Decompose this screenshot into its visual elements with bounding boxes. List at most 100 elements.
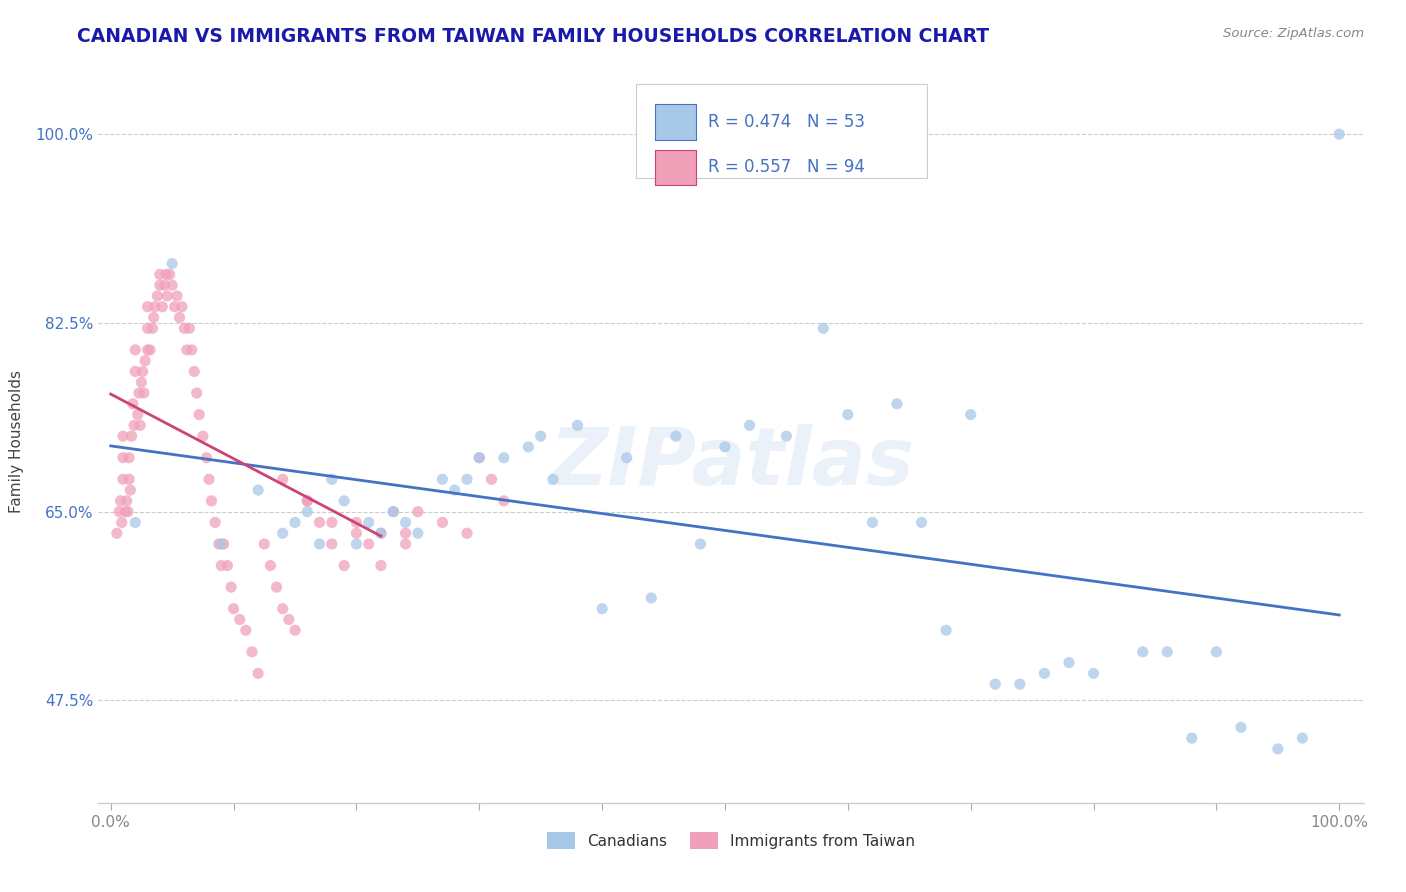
Point bbox=[567, 418, 589, 433]
Point bbox=[209, 537, 232, 551]
Point bbox=[149, 278, 172, 293]
Point bbox=[344, 516, 367, 530]
Point bbox=[111, 472, 134, 486]
Point bbox=[959, 408, 981, 422]
Point bbox=[1132, 645, 1154, 659]
FancyBboxPatch shape bbox=[655, 150, 696, 185]
Point bbox=[308, 537, 330, 551]
Point bbox=[266, 580, 288, 594]
Point bbox=[136, 343, 159, 357]
Point bbox=[775, 429, 797, 443]
Point bbox=[738, 418, 761, 433]
Point bbox=[1291, 731, 1313, 745]
Point bbox=[129, 418, 152, 433]
Point bbox=[1230, 720, 1253, 734]
Point bbox=[468, 450, 491, 465]
Point bbox=[1181, 731, 1204, 745]
Text: R = 0.557   N = 94: R = 0.557 N = 94 bbox=[709, 159, 865, 177]
Point bbox=[142, 310, 165, 325]
Point bbox=[886, 397, 908, 411]
Point bbox=[665, 429, 688, 443]
Point bbox=[456, 472, 478, 486]
Point bbox=[188, 408, 211, 422]
Point bbox=[247, 483, 270, 497]
Point bbox=[382, 505, 405, 519]
Point bbox=[370, 558, 392, 573]
Point bbox=[541, 472, 564, 486]
Point bbox=[1008, 677, 1031, 691]
Point bbox=[860, 516, 883, 530]
Point bbox=[132, 386, 155, 401]
Point bbox=[370, 526, 392, 541]
Point bbox=[111, 516, 134, 530]
Point bbox=[253, 537, 276, 551]
Point bbox=[111, 429, 134, 443]
Point bbox=[173, 321, 195, 335]
Point bbox=[432, 516, 454, 530]
Point bbox=[204, 516, 226, 530]
Text: ZIPatlas: ZIPatlas bbox=[548, 425, 914, 502]
Point bbox=[160, 278, 183, 293]
Y-axis label: Family Households: Family Households bbox=[10, 370, 24, 513]
Point bbox=[382, 505, 405, 519]
Point bbox=[170, 300, 193, 314]
Point bbox=[118, 472, 141, 486]
Point bbox=[321, 472, 343, 486]
Point bbox=[134, 353, 156, 368]
Point bbox=[813, 321, 835, 335]
Point bbox=[333, 493, 356, 508]
Point bbox=[160, 257, 183, 271]
Point bbox=[910, 516, 932, 530]
Point bbox=[1057, 656, 1080, 670]
Point bbox=[108, 505, 131, 519]
Point bbox=[149, 268, 172, 282]
Point bbox=[443, 483, 465, 497]
Point bbox=[235, 624, 257, 638]
Point bbox=[1205, 645, 1227, 659]
Point bbox=[321, 516, 343, 530]
Point bbox=[127, 408, 149, 422]
Point bbox=[176, 343, 198, 357]
Point bbox=[468, 450, 491, 465]
Point bbox=[297, 493, 319, 508]
Point bbox=[153, 278, 176, 293]
Point bbox=[530, 429, 553, 443]
Point bbox=[406, 526, 429, 541]
Point bbox=[117, 505, 139, 519]
Point bbox=[321, 537, 343, 551]
Point bbox=[166, 289, 188, 303]
Text: CANADIAN VS IMMIGRANTS FROM TAIWAN FAMILY HOUSEHOLDS CORRELATION CHART: CANADIAN VS IMMIGRANTS FROM TAIWAN FAMIL… bbox=[77, 27, 990, 45]
Point bbox=[110, 493, 132, 508]
Point bbox=[1083, 666, 1105, 681]
Point bbox=[271, 601, 294, 615]
Point bbox=[114, 505, 136, 519]
Point bbox=[344, 526, 367, 541]
Point bbox=[183, 364, 205, 378]
Point bbox=[156, 289, 179, 303]
Point bbox=[456, 526, 478, 541]
Point bbox=[191, 429, 214, 443]
Point bbox=[714, 440, 737, 454]
Point bbox=[357, 516, 380, 530]
Point bbox=[271, 526, 294, 541]
Point bbox=[179, 321, 201, 335]
Point bbox=[984, 677, 1007, 691]
Point bbox=[616, 450, 638, 465]
Point bbox=[120, 483, 142, 497]
Point bbox=[492, 493, 515, 508]
Point bbox=[212, 537, 235, 551]
Point bbox=[344, 537, 367, 551]
Text: Source: ZipAtlas.com: Source: ZipAtlas.com bbox=[1223, 27, 1364, 40]
Point bbox=[159, 268, 181, 282]
FancyBboxPatch shape bbox=[655, 104, 696, 139]
Point bbox=[105, 526, 128, 541]
Point bbox=[121, 397, 143, 411]
Point bbox=[271, 472, 294, 486]
Point bbox=[247, 666, 270, 681]
Point bbox=[124, 364, 146, 378]
Point bbox=[195, 450, 218, 465]
Point bbox=[200, 493, 222, 508]
Point bbox=[284, 516, 307, 530]
Point bbox=[209, 558, 232, 573]
Point bbox=[259, 558, 281, 573]
